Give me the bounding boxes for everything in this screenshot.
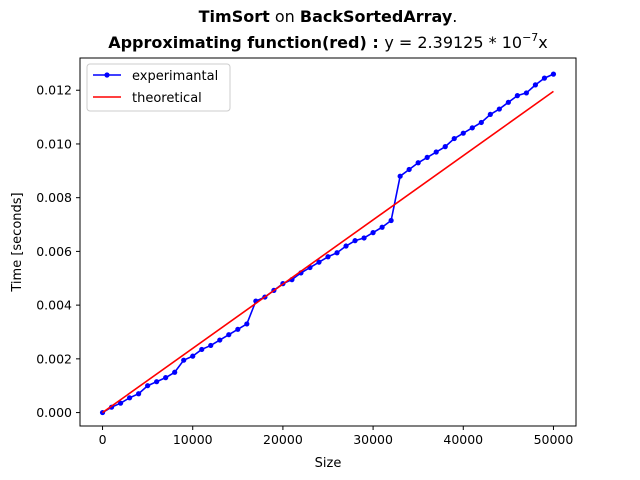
title-period: . [452,7,457,26]
data-point [235,326,241,332]
data-point [550,71,557,77]
x-tick-label: 10000 [173,432,213,447]
chart-title-line1: TimSort on BackSortedArray. [199,7,458,26]
x-tick-label: 0 [99,432,107,447]
chart-title-line2: Approximating function(red) : y = 2.3912… [108,31,548,52]
data-point [352,238,358,244]
x-tick-label: 20000 [263,432,303,447]
data-point [487,111,493,118]
data-point [370,230,376,236]
legend: experimantal theoretical [86,63,231,112]
y-tick-label: 0.010 [36,136,72,151]
data-point [478,119,484,126]
data-point [424,154,430,160]
series-layer [99,71,557,416]
data-point [514,93,520,99]
data-point [433,149,439,155]
data-point [217,337,223,343]
data-point [145,383,151,389]
title-dataset: BackSortedArray [300,7,453,26]
y-axis-label: Time [seconds] [10,192,25,292]
x-tick-label: 30000 [353,432,393,447]
title-approx-label: Approximating function(red) [108,33,367,52]
data-point [361,235,367,241]
data-point [379,224,385,230]
title-algorithm: TimSort [199,7,270,26]
data-point [190,353,196,359]
data-point [532,82,539,88]
data-point [226,332,232,338]
y-tick-label: 0.002 [36,351,72,366]
data-point [154,379,160,385]
title-formula-x: x [538,33,547,52]
data-point [442,144,448,150]
data-point [334,250,340,256]
data-point [397,173,403,179]
y-tick-label: 0.000 [36,405,72,420]
data-point [244,321,250,327]
x-axis: 0 10000 20000 30000 40000 50000 [99,426,574,447]
data-point [451,135,457,142]
data-point [172,369,178,375]
data-point [415,160,421,166]
y-axis: 0.000 0.002 0.004 0.006 0.008 0.010 0.012 [36,83,80,420]
data-point [199,346,205,353]
data-point [388,217,394,224]
y-tick-label: 0.012 [36,83,72,98]
legend-box [86,63,231,112]
x-tick-label: 40000 [443,432,483,447]
y-tick-label: 0.006 [36,244,72,259]
series-line-theoretical [102,90,554,414]
plot-frame [79,57,577,427]
data-point [523,90,530,96]
x-axis-label: Size [315,456,342,471]
data-point [163,375,169,381]
legend-label-theoretical: theoretical [132,91,202,106]
data-point [117,400,124,406]
data-point [496,106,502,112]
legend-label-experimental: experimantal [132,69,218,84]
data-point [460,130,466,136]
data-point [343,243,349,249]
data-point [127,395,133,401]
data-point [541,75,548,81]
x-tick-label: 50000 [534,432,574,447]
title-on: on [270,7,300,26]
data-point [325,254,331,260]
plot-area [80,58,576,426]
title-formula-exponent: −7 [522,31,538,44]
data-point [181,357,187,363]
y-tick-label: 0.004 [36,298,72,313]
data-point [469,125,475,131]
data-point [136,391,142,397]
y-tick-label: 0.008 [36,190,72,205]
data-point [505,99,511,105]
data-point [208,342,214,349]
legend-marker-experimental [104,72,110,78]
title-colon: : [367,33,385,52]
title-formula: y = 2.39125 * 10 [384,33,522,52]
data-point [406,166,412,173]
data-point [316,259,322,265]
